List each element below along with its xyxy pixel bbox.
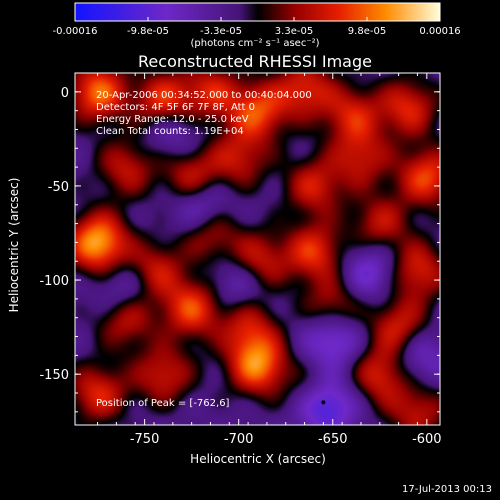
colorbar-tick-label: -9.8e-05 — [127, 26, 169, 37]
x-tick-label: -600 — [412, 432, 442, 447]
y-tick-label: -150 — [39, 368, 69, 383]
plot-frame — [74, 72, 441, 426]
y-axis-label: Heliocentric Y (arcsec) — [7, 177, 21, 313]
colorbar-tick-label: -0.00016 — [52, 26, 98, 37]
x-tick-label: -700 — [224, 432, 254, 447]
annotation-time: 20-Apr-2006 00:34:52.000 to 00:40:04.000 — [96, 90, 312, 101]
peak-marker — [321, 400, 326, 405]
colorbar-tick-label: 0.00016 — [419, 26, 461, 37]
annotation-detectors: Detectors: 4F 5F 6F 7F 8F, Att 0 — [96, 102, 256, 113]
colorbar-tick-label: -3.3e-05 — [200, 26, 242, 37]
colorbar-frame — [74, 2, 441, 22]
y-tick-label: -50 — [48, 180, 69, 195]
colorbar-unit: (photons cm⁻² s⁻¹ asec⁻²) — [190, 38, 320, 49]
x-axis-label: Heliocentric X (arcsec) — [190, 452, 326, 466]
peak-label: Position of Peak = [-762,6] — [96, 398, 230, 409]
chart-title: Reconstructed RHESSI Image — [138, 52, 372, 71]
annotation-energy: Energy Range: 12.0 - 25.0 keV — [96, 114, 249, 125]
x-tick-label: -750 — [130, 432, 160, 447]
colorbar-tick-label: 9.8e-05 — [347, 26, 387, 37]
colorbar-tick-label: 3.3e-05 — [274, 26, 314, 37]
annotation-method: Clean Total counts: 1.19E+04 — [96, 126, 244, 137]
footer-date: 17-Jul-2013 00:13 — [401, 484, 492, 495]
x-tick-label: -650 — [318, 432, 348, 447]
y-tick-label: 0 — [61, 86, 69, 101]
y-tick-label: -100 — [39, 274, 69, 289]
